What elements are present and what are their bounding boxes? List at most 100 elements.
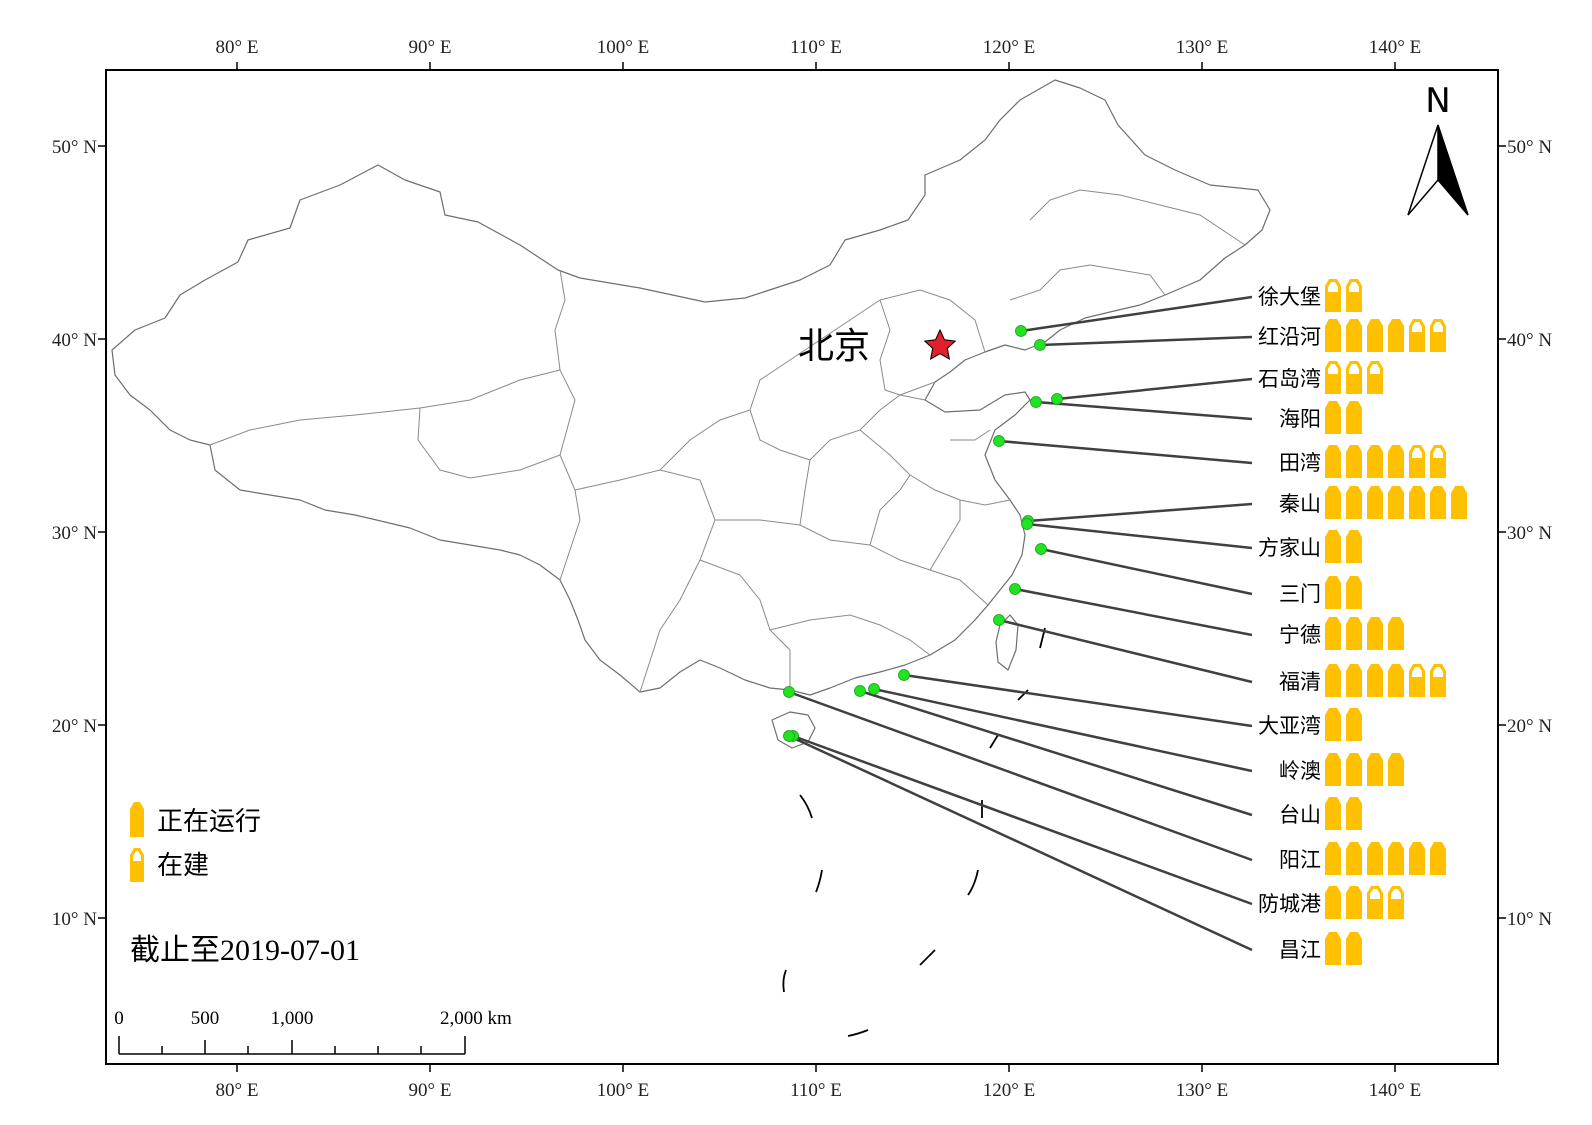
plant-name: 防城港: [1258, 892, 1321, 916]
left-axis: 50° N 40° N 30° N 20° N 10° N: [52, 137, 97, 930]
construction-reactor-icon: [1409, 664, 1425, 697]
top-axis: 80° E 90° E 100° E 110° E 120° E 130° E …: [216, 37, 1422, 58]
construction-reactor-icon: [1388, 886, 1404, 919]
operating-reactor-icon: [1430, 842, 1446, 875]
plant-name: 石岛湾: [1258, 367, 1321, 391]
construction-reactor-icon: [1409, 445, 1425, 478]
operating-reactor-icon: [1346, 886, 1362, 919]
operating-reactor-icon: [1346, 708, 1362, 741]
left-tick-label: 10° N: [52, 909, 97, 930]
leader-line: [859, 689, 1253, 817]
boundary-line: [1029, 189, 1246, 246]
plant-name: 台山: [1279, 803, 1321, 827]
operating-reactor-icon: [1346, 319, 1362, 352]
leader-line: [792, 734, 1253, 906]
right-axis: 50° N 40° N 30° N 20° N 10° N: [1507, 137, 1552, 930]
plant-row: 红沿河: [1258, 319, 1446, 352]
operating-reactor-icon: [1346, 797, 1362, 830]
leader-line: [1040, 547, 1253, 596]
operating-reactor-icon: [1367, 319, 1383, 352]
boundary-line: [417, 407, 561, 479]
capital-label: 北京: [798, 326, 870, 367]
operating-reactor-icon: [1367, 753, 1383, 786]
boundary-line: [899, 381, 936, 396]
legend-operating-label: 正在运行: [157, 807, 261, 837]
top-tick-label: 100° E: [597, 37, 649, 58]
north-label: N: [1425, 81, 1450, 121]
plant-site-marker: [1030, 396, 1042, 408]
legend-construction-label: 在建: [157, 851, 209, 881]
construction-reactor-icon: [1367, 886, 1383, 919]
operating-reactor-icon: [1451, 486, 1467, 519]
north-arrow: N: [1407, 81, 1469, 216]
dash-segment: [847, 1029, 869, 1037]
dash-segment: [989, 734, 999, 749]
left-tick-label: 20° N: [52, 716, 97, 737]
operating-reactor-icon: [1325, 753, 1341, 786]
boundary-line: [929, 500, 961, 571]
plant-row: 防城港: [1258, 886, 1404, 919]
operating-reactor-icon: [1325, 932, 1341, 965]
construction-reactor-icon-cutout: [133, 851, 141, 861]
boundary-line: [659, 299, 881, 471]
operating-reactor-icon: [130, 802, 144, 837]
operating-reactor-icon: [1388, 753, 1404, 786]
operating-reactor-icon: [1346, 445, 1362, 478]
leader-line: [903, 673, 1253, 728]
right-tick-label: 30° N: [1507, 523, 1552, 544]
plant-row: 宁德: [1279, 617, 1404, 650]
operating-reactor-icon: [1325, 319, 1341, 352]
operating-reactor-icon: [1367, 664, 1383, 697]
plant-row: 田湾: [1279, 445, 1446, 478]
plant-name: 福清: [1279, 670, 1321, 694]
plant-row: 秦山: [1279, 486, 1467, 519]
boundary-line: [859, 429, 1011, 506]
tick-marks: [98, 62, 1506, 1072]
dash-segment: [919, 949, 936, 966]
construction-reactor-icon: [1346, 361, 1362, 394]
leader-line: [1020, 295, 1253, 333]
top-tick-label: 120° E: [983, 37, 1035, 58]
boundary-line: [879, 299, 901, 396]
plant-name: 三门: [1279, 582, 1321, 606]
leader-line: [788, 734, 1253, 952]
right-tick-label: 20° N: [1507, 716, 1552, 737]
bottom-tick-label: 110° E: [790, 1080, 842, 1101]
leader-line: [1039, 335, 1253, 347]
plant-name: 阳江: [1279, 848, 1321, 872]
plant-row: 昌江: [1279, 932, 1362, 965]
boundary-line: [950, 429, 991, 441]
plant-row: 阳江: [1279, 842, 1446, 875]
scale-label: 2,000 km: [440, 1008, 512, 1029]
china-mainland-outline: [111, 79, 1271, 696]
plant-site-marker: [868, 683, 880, 695]
plant-name: 大亚湾: [1258, 714, 1321, 738]
top-tick-label: 130° E: [1176, 37, 1228, 58]
operating-reactor-icon: [1325, 886, 1341, 919]
bottom-tick-label: 120° E: [983, 1080, 1035, 1101]
bottom-tick-label: 140° E: [1369, 1080, 1421, 1101]
leader-line: [1035, 400, 1253, 421]
leader-line: [1014, 587, 1253, 637]
construction-reactor-icon: [1325, 361, 1341, 394]
plant-site-marker: [993, 614, 1005, 626]
boundary-line: [1009, 264, 1166, 301]
plant-row: 大亚湾: [1258, 708, 1362, 741]
leader-line: [1056, 377, 1253, 401]
construction-reactor-icon: [1346, 279, 1362, 312]
top-tick-label: 110° E: [790, 37, 842, 58]
plant-name: 岭澳: [1279, 759, 1321, 783]
scale-label: 500: [191, 1008, 220, 1029]
operating-reactor-icon: [1388, 664, 1404, 697]
operating-reactor-icon: [1325, 664, 1341, 697]
operating-reactor-icon: [1409, 842, 1425, 875]
operating-reactor-icon: [1367, 486, 1383, 519]
plant-row: 三门: [1279, 576, 1362, 609]
leader-line: [998, 439, 1253, 465]
dash-segment: [782, 969, 787, 993]
plant-row: 岭澳: [1279, 753, 1404, 786]
operating-reactor-icon: [1367, 445, 1383, 478]
country-outline: [111, 79, 1271, 749]
star-icon: [923, 328, 957, 360]
